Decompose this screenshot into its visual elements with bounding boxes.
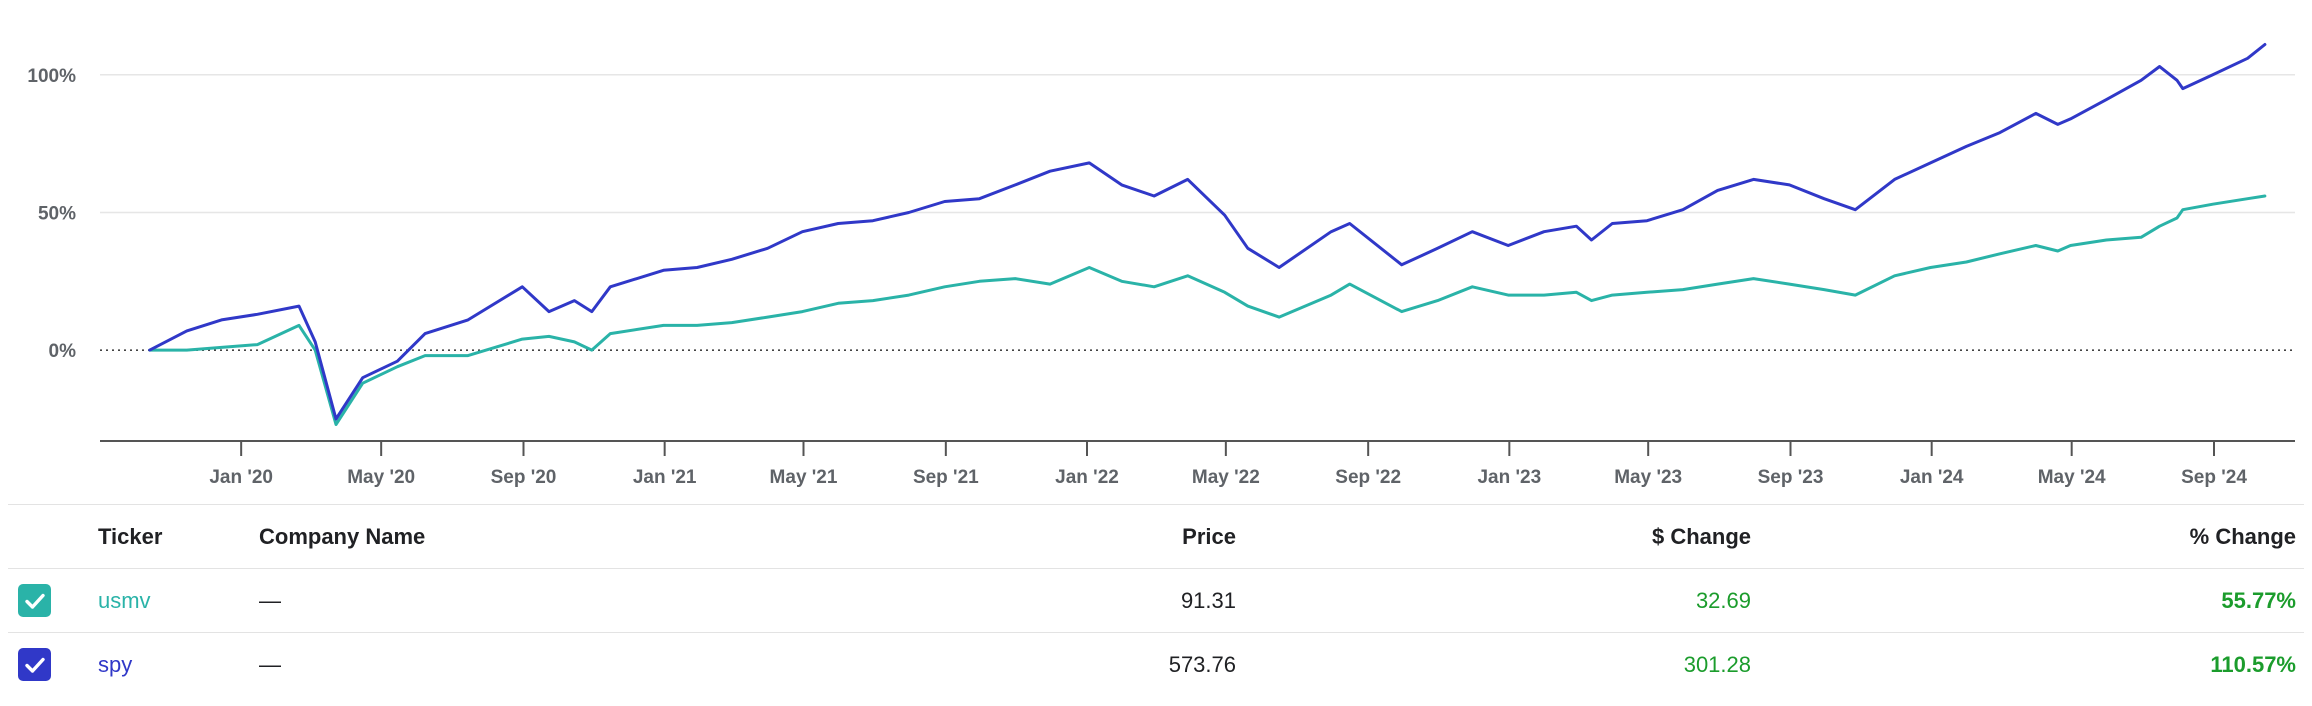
header-ticker[interactable]: Ticker bbox=[98, 524, 163, 549]
series-line-spy bbox=[148, 43, 2267, 421]
ticker-link-spy[interactable]: spy bbox=[98, 652, 133, 677]
comparison-table: Ticker Company Name Price $ Change % Cha… bbox=[8, 504, 2304, 696]
series-lines bbox=[148, 43, 2267, 426]
table-header-row: Ticker Company Name Price $ Change % Cha… bbox=[8, 504, 2304, 568]
y-tick-label: 50% bbox=[38, 203, 76, 224]
performance-chart: 100% 50% 0% Jan '20 May '20 Sep '20 Jan '21 Ma… bbox=[27, 43, 2295, 488]
x-tick-label: May '24 bbox=[2038, 467, 2106, 488]
x-tick-label: May '21 bbox=[770, 467, 838, 488]
header-price[interactable]: Price bbox=[1182, 524, 1236, 549]
series-line-usmv bbox=[148, 194, 2267, 426]
table-row-spy: spy — 573.76 301.28 110.57% bbox=[8, 632, 2304, 696]
dollar-change-value: 32.69 bbox=[1695, 588, 1751, 613]
x-tick-label: Sep '24 bbox=[2181, 467, 2247, 488]
ticker-link-usmv[interactable]: usmv bbox=[98, 588, 151, 613]
x-axis-ticks: Jan '20 May '20 Sep '20 Jan '21 May '21 Sep '… bbox=[209, 441, 2247, 488]
y-tick-label: 100% bbox=[27, 66, 76, 87]
table-row-usmv: usmv — 91.31 32.69 55.77% bbox=[8, 568, 2304, 632]
header-dollar-change[interactable]: $ Change bbox=[1651, 524, 1751, 549]
y-axis-tick-labels: 100% 50% 0% bbox=[27, 66, 76, 362]
checkbox-usmv[interactable] bbox=[18, 584, 51, 617]
percent-change-value: 55.77% bbox=[2221, 588, 2296, 613]
x-tick-label: Sep '23 bbox=[1758, 467, 1824, 488]
company-name: — bbox=[259, 588, 281, 613]
check-icon bbox=[24, 593, 45, 609]
x-tick-label: Jan '24 bbox=[1900, 467, 1964, 488]
y-tick-label: 0% bbox=[49, 341, 77, 362]
x-tick-label: Jan '22 bbox=[1055, 467, 1119, 488]
grid-lines bbox=[100, 74, 2295, 351]
x-tick-label: Jan '20 bbox=[209, 467, 273, 488]
x-tick-label: Sep '21 bbox=[913, 467, 979, 488]
x-tick-label: May '20 bbox=[347, 467, 415, 488]
x-tick-label: Sep '22 bbox=[1335, 467, 1401, 488]
percent-change-value: 110.57% bbox=[2210, 652, 2296, 677]
dollar-change-value: 301.28 bbox=[1683, 652, 1751, 677]
x-tick-label: May '23 bbox=[1614, 467, 1682, 488]
check-icon bbox=[24, 657, 45, 673]
x-tick-label: Jan '23 bbox=[1477, 467, 1541, 488]
price-value: 91.31 bbox=[1180, 588, 1236, 613]
header-company-name[interactable]: Company Name bbox=[259, 524, 426, 549]
x-tick-label: May '22 bbox=[1192, 467, 1260, 488]
header-percent-change[interactable]: % Change bbox=[2189, 524, 2296, 549]
checkbox-spy[interactable] bbox=[18, 648, 51, 681]
x-tick-label: Sep '20 bbox=[491, 467, 557, 488]
x-tick-label: Jan '21 bbox=[633, 467, 697, 488]
price-value: 573.76 bbox=[1168, 652, 1236, 677]
company-name: — bbox=[259, 652, 281, 677]
